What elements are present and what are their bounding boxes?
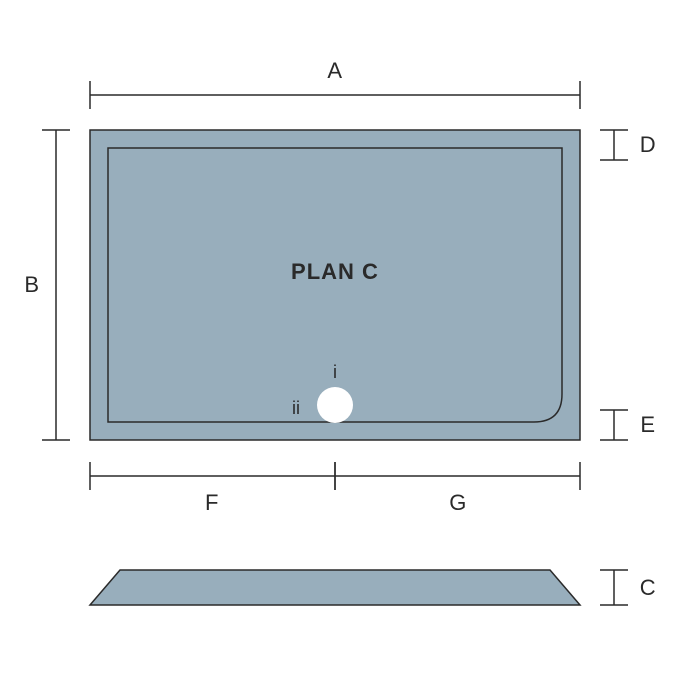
dim-d <box>600 130 628 160</box>
dim-b <box>42 130 70 440</box>
dim-a <box>90 81 580 109</box>
plan-title: PLAN C <box>291 259 379 284</box>
dim-g-label: G <box>449 490 467 515</box>
drain-hole <box>317 387 353 423</box>
dim-f-label: F <box>205 490 219 515</box>
side-profile <box>90 570 580 605</box>
dim-f <box>90 462 335 490</box>
dim-e <box>600 410 628 440</box>
dim-b-label: B <box>24 272 39 297</box>
dim-c <box>600 570 628 605</box>
dim-c-label: C <box>640 575 656 600</box>
dim-d-label: D <box>640 132 656 157</box>
annotation-i: i <box>333 362 337 382</box>
dim-e-label: E <box>640 412 655 437</box>
dim-a-label: A <box>327 58 342 83</box>
annotation-ii: ii <box>292 398 300 418</box>
dim-g <box>335 462 580 490</box>
